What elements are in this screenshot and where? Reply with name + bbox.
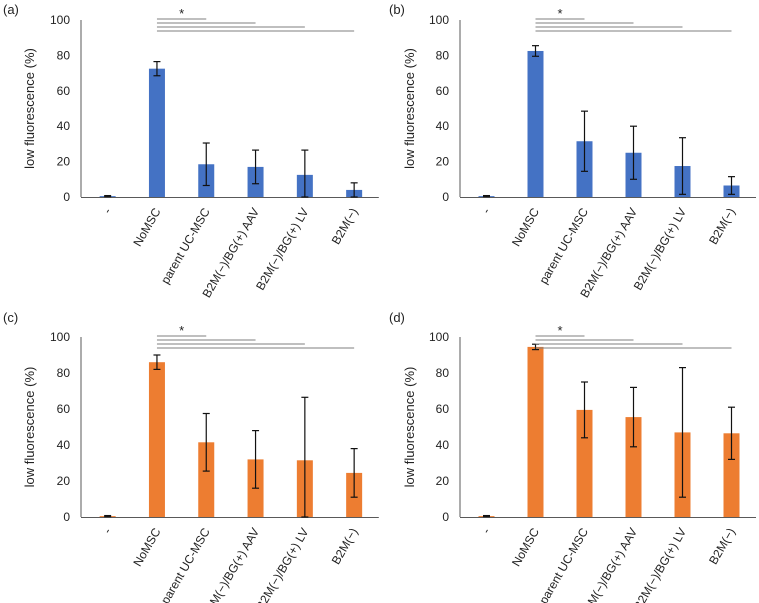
- y-tick-label: 40: [57, 438, 71, 452]
- chart-panel-1: (a) 0 20 40 60 80 100 low fluorescence (%) - NoMS…: [3, 2, 379, 300]
- y-tick-label: 20: [57, 474, 71, 488]
- panel-label: (d): [389, 310, 405, 325]
- y-tick-label: 0: [63, 190, 70, 204]
- x-tick-label: B2M(−): [329, 206, 361, 247]
- bar: [148, 362, 165, 517]
- y-axis-label: low fluorescence (%): [22, 48, 37, 169]
- y-tick-label: 100: [429, 13, 449, 27]
- bar: [148, 68, 165, 197]
- x-tick-label: B2M(−): [706, 526, 738, 567]
- x-tick-label: parent UC-MSC: [158, 205, 213, 286]
- y-tick-label: 60: [57, 402, 71, 416]
- significance-marker: *: [557, 6, 562, 21]
- bar: [576, 409, 593, 517]
- y-tick-label: 100: [50, 13, 70, 27]
- chart-panel-4: (d) 0 20 40 60 80 100 low fluorescence (%) - NoMS…: [389, 310, 756, 603]
- y-tick-label: 60: [436, 402, 450, 416]
- x-tick-label: B2M(−)/BG(+) LV: [631, 206, 689, 293]
- significance-marker: *: [179, 323, 184, 338]
- x-tick-label: B2M(−)/BG(+) LV: [631, 526, 689, 603]
- x-tick-label: B2M(−)/BG(+) LV: [253, 206, 311, 293]
- y-tick-label: 100: [429, 330, 449, 344]
- chart-panel-2: (b) 0 20 40 60 80 100 low fluorescence (%) - NoMS…: [389, 2, 756, 300]
- x-tick-label: -: [100, 526, 114, 536]
- y-tick-label: 40: [436, 119, 450, 133]
- bar: [527, 50, 544, 197]
- bar: [198, 442, 215, 517]
- x-tick-label: parent UC-MSC: [536, 525, 591, 603]
- y-tick-label: 40: [57, 119, 71, 133]
- y-axis-label: low fluorescence (%): [402, 48, 417, 169]
- y-tick-label: 20: [436, 155, 450, 169]
- y-tick-label: 20: [57, 155, 71, 169]
- y-tick-label: 80: [436, 48, 450, 62]
- y-tick-label: 80: [436, 366, 450, 380]
- y-tick-label: 60: [57, 84, 71, 98]
- bar: [527, 346, 544, 517]
- x-tick-label: NoMSC: [130, 525, 163, 569]
- y-tick-label: 60: [436, 84, 450, 98]
- panel-label: (b): [389, 2, 405, 17]
- y-tick-label: 0: [442, 190, 449, 204]
- significance-marker: *: [557, 323, 562, 338]
- y-tick-label: 0: [442, 510, 449, 524]
- x-tick-label: -: [479, 526, 493, 536]
- x-tick-label: NoMSC: [509, 525, 542, 569]
- x-tick-label: parent UC-MSC: [158, 525, 213, 603]
- significance-marker: *: [179, 6, 184, 21]
- x-tick-label: NoMSC: [130, 205, 163, 249]
- bar: [625, 417, 642, 517]
- y-tick-label: 0: [63, 510, 70, 524]
- y-tick-label: 80: [57, 48, 71, 62]
- y-tick-label: 20: [436, 474, 450, 488]
- x-tick-label: parent UC-MSC: [536, 205, 591, 286]
- y-axis-label: low fluorescence (%): [402, 367, 417, 488]
- x-tick-label: NoMSC: [509, 205, 542, 249]
- x-tick-label: -: [100, 206, 114, 216]
- bar: [723, 433, 740, 517]
- x-tick-label: B2M(−): [706, 206, 738, 247]
- x-tick-label: B2M(−): [329, 526, 361, 567]
- y-tick-label: 40: [436, 438, 450, 452]
- y-axis-label: low fluorescence (%): [22, 367, 37, 488]
- panel-label: (c): [3, 310, 18, 325]
- x-tick-label: -: [479, 206, 493, 216]
- y-tick-label: 100: [50, 330, 70, 344]
- y-tick-label: 80: [57, 366, 71, 380]
- x-tick-label: B2M(−)/BG(+) LV: [253, 526, 311, 603]
- chart-panel-3: (c) 0 20 40 60 80 100 low fluorescence (%) - NoMS…: [3, 310, 379, 603]
- panel-label: (a): [3, 2, 19, 17]
